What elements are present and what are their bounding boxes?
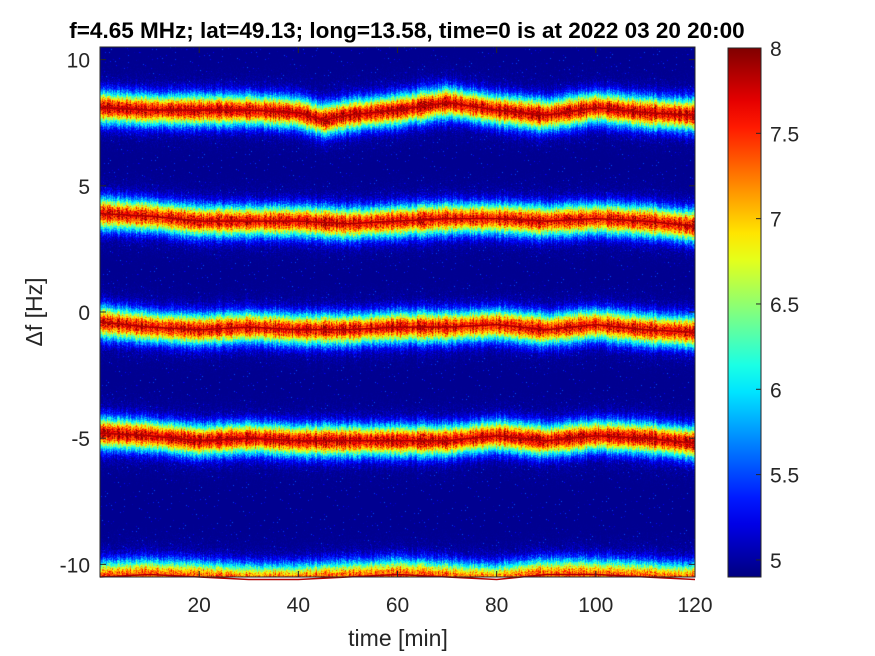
colorbar-tick-label: 7.5 [770,123,799,146]
colorbar-tick-label: 6.5 [770,294,799,317]
x-tick-label: 20 [187,594,210,617]
band-ridge-line-3 [99,321,696,333]
y-tick-label: -5 [71,428,90,451]
y-tick-label: 5 [78,176,90,199]
x-tick-label: 40 [287,594,310,617]
x-tick-label: 120 [677,594,712,617]
band-ridge-line-4 [99,432,696,444]
colorbar-tick-label: 6 [770,379,782,402]
y-tick-label: -10 [60,554,90,577]
x-tick-label: 100 [578,594,613,617]
chart-title: f=4.65 MHz; lat=49.13; long=13.58, time=… [69,18,744,43]
y-axis-label: Δf [Hz] [21,277,47,346]
colorbar-gradient [727,47,762,578]
x-tick-label: 80 [485,594,508,617]
trend-lines [99,101,696,581]
colorbar-tick-label: 5.5 [770,465,799,488]
colorbar-tick-label: 5 [770,550,782,573]
band-ridge-line-2 [99,212,696,227]
y-tick-label: 0 [78,302,90,325]
x-tick-label: 60 [386,594,409,617]
colorbar-tick-label: 7 [770,209,782,232]
y-tick-label: 10 [67,50,90,73]
band-ridge-line-1 [99,101,696,121]
x-axis-label: time [min] [348,625,448,651]
x-axis-ticks: 20 40 60 80 100 120 [187,47,713,617]
colorbar-tick-label: 8 [770,38,782,61]
spectrogram-heatmap [100,47,695,577]
y-axis-ticks: 10 5 0 -5 -10 [60,50,695,577]
colorbar-ticks: 8 7.5 7 6.5 6 5.5 5 [756,38,799,573]
colorbar: 8 7.5 7 6.5 6 5.5 5 [727,38,799,578]
